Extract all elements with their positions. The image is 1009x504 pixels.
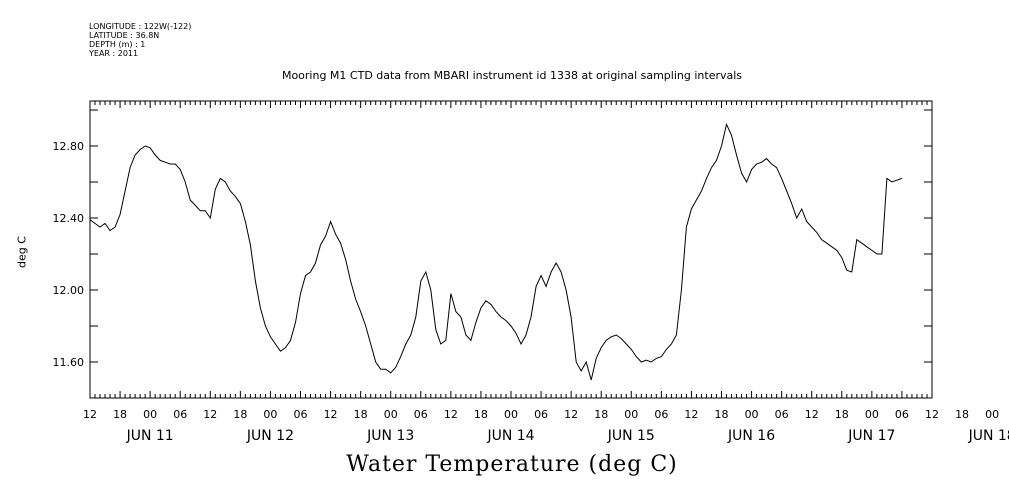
plot-frame bbox=[89, 100, 933, 399]
x-tick-label: 18 bbox=[354, 408, 368, 421]
x-tick-label: 00 bbox=[624, 408, 638, 421]
y-tick-label: 12.00 bbox=[53, 284, 85, 297]
x-tick-label: 06 bbox=[173, 408, 187, 421]
x-tick-label: 12 bbox=[83, 408, 97, 421]
y-tick-label: 12.40 bbox=[53, 212, 85, 225]
date-label: JUN 12 bbox=[246, 428, 294, 444]
x-tick-label: 18 bbox=[474, 408, 488, 421]
x-axis-label: Water Temperature (deg C) bbox=[346, 452, 678, 477]
x-tick-label: 18 bbox=[715, 408, 729, 421]
metadata-block: LONGITUDE : 122W(-122) LATITUDE : 36.8N … bbox=[89, 22, 191, 58]
x-tick-label: 00 bbox=[745, 408, 759, 421]
date-label: JUN 11 bbox=[126, 428, 174, 444]
x-tick-label: 18 bbox=[233, 408, 247, 421]
x-tick-label: 12 bbox=[925, 408, 939, 421]
date-label: JUN 18 bbox=[968, 428, 1009, 444]
x-tick-label: 18 bbox=[835, 408, 849, 421]
x-tick-label: 06 bbox=[414, 408, 428, 421]
x-tick-label: 12 bbox=[324, 408, 338, 421]
x-tick-label: 00 bbox=[504, 408, 518, 421]
x-tick-label: 06 bbox=[534, 408, 548, 421]
year-label: YEAR : 2011 bbox=[89, 49, 139, 58]
x-tick-label: 00 bbox=[865, 408, 879, 421]
date-label: JUN 13 bbox=[366, 428, 414, 444]
date-label: JUN 16 bbox=[727, 428, 775, 444]
x-tick-label: 00 bbox=[143, 408, 157, 421]
x-tick-label: 00 bbox=[384, 408, 398, 421]
axis-ticks bbox=[89, 101, 933, 399]
date-label: JUN 17 bbox=[847, 428, 895, 444]
y-tick-label: 11.60 bbox=[53, 356, 85, 369]
x-tick-label: 00 bbox=[263, 408, 277, 421]
x-tick-label: 12 bbox=[805, 408, 819, 421]
y-tick-label: 12.80 bbox=[53, 140, 85, 153]
chart-title: Mooring M1 CTD data from MBARI instrumen… bbox=[281, 69, 743, 82]
date-label: JUN 14 bbox=[486, 428, 534, 444]
x-tick-label: 18 bbox=[113, 408, 127, 421]
date-label: JUN 15 bbox=[607, 428, 655, 444]
x-tick-label: 06 bbox=[294, 408, 308, 421]
axis-tick-labels: 12 18 00 06 12 18 00 06 12 18 00 06 12 18 00 06 12 18 00 06… bbox=[53, 140, 1009, 444]
x-tick-label: 00 bbox=[985, 408, 999, 421]
x-tick-label: 06 bbox=[654, 408, 668, 421]
x-tick-label: 06 bbox=[895, 408, 909, 421]
latitude-label: LATITUDE : 36.8N bbox=[89, 31, 160, 40]
x-tick-label: 18 bbox=[594, 408, 608, 421]
series-line bbox=[89, 122, 903, 381]
x-tick-label: 06 bbox=[775, 408, 789, 421]
x-tick-label: 12 bbox=[203, 408, 217, 421]
depth-label: DEPTH (m) : 1 bbox=[89, 40, 146, 49]
longitude-label: LONGITUDE : 122W(-122) bbox=[89, 22, 192, 31]
x-tick-label: 12 bbox=[684, 408, 698, 421]
x-tick-label: 18 bbox=[955, 408, 969, 421]
x-tick-label: 12 bbox=[444, 408, 458, 421]
x-tick-label: 12 bbox=[564, 408, 578, 421]
